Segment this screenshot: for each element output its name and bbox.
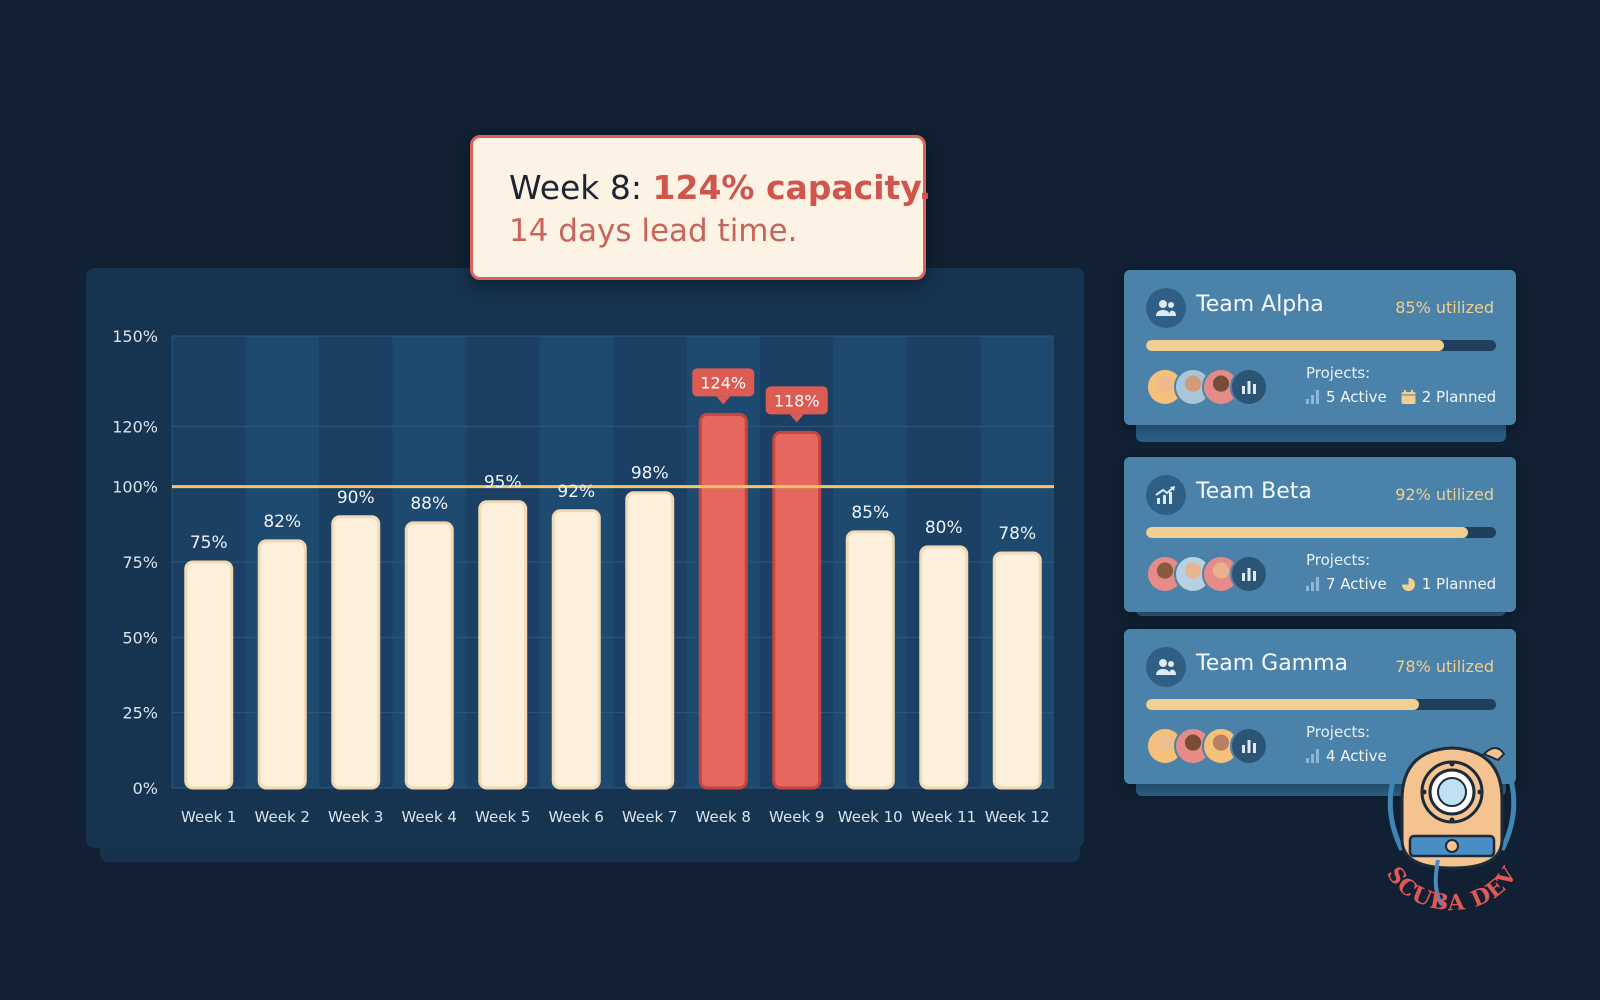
bar-7 bbox=[625, 491, 675, 790]
y-tick-label: 100% bbox=[112, 478, 158, 497]
data-label-pointer bbox=[716, 396, 731, 405]
active-count: 5 Active bbox=[1326, 388, 1387, 406]
x-tick-label: Week 1 bbox=[181, 808, 236, 826]
logo-text: SCUBA DEV bbox=[1381, 862, 1522, 916]
data-label: 90% bbox=[337, 488, 375, 508]
pie-icon bbox=[1401, 577, 1415, 591]
data-label: 118% bbox=[774, 391, 820, 410]
x-tick-label: Week 7 bbox=[622, 808, 677, 826]
trend-icon bbox=[1146, 475, 1186, 515]
bar-11 bbox=[919, 545, 969, 790]
utilization-fill bbox=[1146, 699, 1419, 710]
active-projects: 7 Active bbox=[1306, 575, 1387, 593]
x-tick-label: Week 12 bbox=[985, 808, 1050, 826]
data-label-badge bbox=[765, 386, 828, 415]
data-label: 78% bbox=[998, 524, 1036, 544]
data-label: 88% bbox=[410, 494, 448, 514]
x-tick-label: Week 8 bbox=[696, 808, 751, 826]
projects-label: Projects: bbox=[1306, 364, 1371, 382]
utilization-label: 78% utilized bbox=[1395, 657, 1494, 676]
x-tick-label: Week 6 bbox=[549, 808, 604, 826]
bar-2 bbox=[257, 539, 307, 790]
team-name: Team Gamma bbox=[1196, 651, 1349, 676]
x-tick-label: Week 2 bbox=[255, 808, 310, 826]
y-tick-label: 150% bbox=[112, 327, 158, 346]
svg-text:SCUBA DEV: SCUBA DEV bbox=[1381, 862, 1523, 916]
scuba-dev-logo: SCUBA DEV bbox=[1381, 746, 1523, 916]
utilization-bar bbox=[1146, 527, 1496, 538]
stats-icon bbox=[1230, 368, 1268, 406]
planned-count: 1 Planned bbox=[1421, 575, 1497, 593]
x-tick-label: Week 5 bbox=[475, 808, 530, 826]
team-card-alpha[interactable]: Team Alpha 85% utilized Projects: 5 Acti… bbox=[1124, 270, 1516, 425]
callout-headline: Week 8: 124% capacity. bbox=[509, 168, 931, 207]
bar-8 bbox=[698, 412, 748, 790]
signal-icon bbox=[1306, 390, 1319, 404]
data-label: 85% bbox=[851, 503, 889, 523]
active-projects: 4 Active bbox=[1306, 747, 1387, 765]
callout-highlight: 124% capacity. bbox=[652, 168, 932, 207]
active-count: 7 Active bbox=[1326, 575, 1387, 593]
projects-summary: 4 Active bbox=[1306, 747, 1387, 765]
utilization-label: 92% utilized bbox=[1395, 485, 1494, 504]
signal-icon bbox=[1306, 577, 1319, 591]
bar-1 bbox=[184, 560, 234, 790]
bar-6 bbox=[551, 509, 601, 790]
bar-10 bbox=[845, 530, 895, 790]
x-tick-label: Week 3 bbox=[328, 808, 383, 826]
planned-projects: 1 Planned bbox=[1401, 575, 1496, 593]
capacity-bar-chart: 0% 25% 50% 75% 100% 120% 150% 75% 82% 90% 88% 95% 9… bbox=[112, 327, 1054, 826]
planned-count: 2 Planned bbox=[1421, 388, 1497, 406]
callout-lead-time: 14 days lead time. bbox=[509, 213, 798, 249]
data-label-badge bbox=[692, 368, 755, 397]
data-label: 124% bbox=[700, 373, 746, 392]
y-tick-label: 75% bbox=[122, 553, 158, 572]
y-tick-label: 50% bbox=[122, 628, 158, 647]
team-icon bbox=[1146, 288, 1186, 328]
calendar-icon bbox=[1401, 390, 1416, 404]
data-label-pointer bbox=[789, 414, 804, 423]
projects-summary: 5 Active 2 Planned bbox=[1306, 388, 1496, 406]
projects-summary: 7 Active 1 Planned bbox=[1306, 575, 1496, 593]
bar-3 bbox=[331, 515, 381, 790]
x-tick-label: Week 4 bbox=[402, 808, 457, 826]
x-tick-label: Week 11 bbox=[911, 808, 976, 826]
projects-label: Projects: bbox=[1306, 723, 1371, 741]
utilization-bar bbox=[1146, 699, 1496, 710]
capacity-callout: Week 8: 124% capacity. 14 days lead time… bbox=[470, 135, 931, 280]
x-tick-label: Week 9 bbox=[769, 808, 824, 826]
bar-12 bbox=[992, 551, 1042, 790]
chart-panel: 0% 25% 50% 75% 100% 120% 150% 75% 82% 90% 88% 95% 9… bbox=[86, 268, 1084, 848]
team-name: Team Beta bbox=[1196, 479, 1312, 504]
team-card-gamma[interactable]: Team Gamma 78% utilized Projects: 4 Acti… bbox=[1124, 629, 1516, 784]
y-tick-label: 25% bbox=[122, 704, 158, 723]
team-card-beta[interactable]: Team Beta 92% utilized Projects: 7 Activ… bbox=[1124, 457, 1516, 612]
data-label: 82% bbox=[263, 512, 301, 532]
planned-projects: 2 Planned bbox=[1401, 388, 1496, 406]
team-icon bbox=[1146, 647, 1186, 687]
data-label: 98% bbox=[631, 464, 669, 484]
active-count: 4 Active bbox=[1326, 747, 1387, 765]
bar-9 bbox=[772, 430, 822, 790]
y-tick-label: 120% bbox=[112, 417, 158, 436]
utilization-label: 85% utilized bbox=[1395, 298, 1494, 317]
data-label: 80% bbox=[925, 518, 963, 538]
projects-label: Projects: bbox=[1306, 551, 1371, 569]
signal-icon bbox=[1306, 749, 1319, 763]
data-label: 75% bbox=[190, 533, 228, 553]
y-tick-label: 0% bbox=[133, 779, 158, 798]
stats-icon bbox=[1230, 555, 1268, 593]
utilization-fill bbox=[1146, 527, 1468, 538]
bar-4 bbox=[404, 521, 454, 790]
utilization-bar bbox=[1146, 340, 1496, 351]
stats-icon bbox=[1230, 727, 1268, 765]
bar-5 bbox=[478, 500, 528, 790]
data-label: 92% bbox=[557, 482, 595, 502]
x-tick-label: Week 10 bbox=[838, 808, 903, 826]
active-projects: 5 Active bbox=[1306, 388, 1387, 406]
utilization-fill bbox=[1146, 340, 1444, 351]
data-label: 95% bbox=[484, 473, 522, 493]
team-name: Team Alpha bbox=[1196, 292, 1324, 317]
callout-prefix: Week 8: bbox=[509, 168, 653, 207]
